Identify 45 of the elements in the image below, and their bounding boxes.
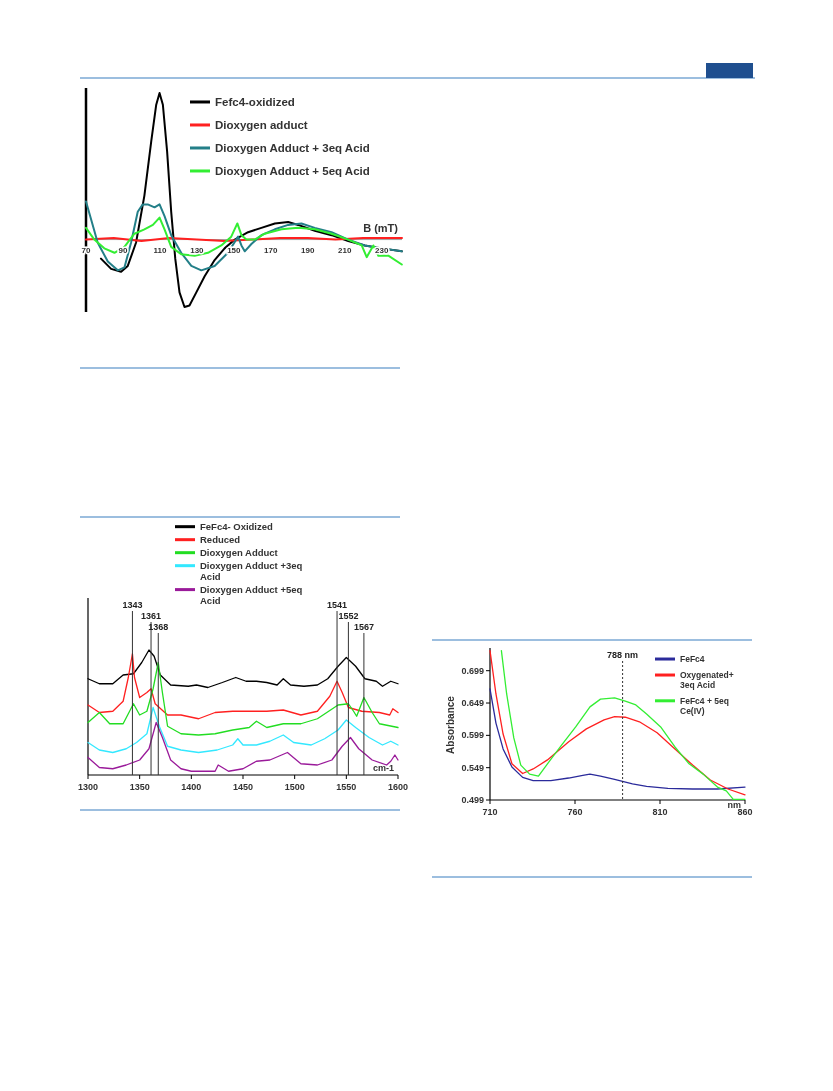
- legend-label: Reduced: [200, 534, 241, 545]
- legend-label: Dioxygen Adduct + 5eq Acid: [215, 165, 370, 177]
- x-tick-label: 810: [652, 807, 668, 817]
- x-tick-label: 1350: [129, 782, 150, 792]
- line-series: [489, 688, 746, 790]
- x-tick-label: 760: [567, 807, 583, 817]
- y-tick-label: 0.499: [461, 795, 484, 805]
- ref-line-label: 1552: [338, 611, 359, 621]
- y-tick-label: 0.549: [461, 762, 484, 773]
- x-tick-label: 1500: [284, 782, 305, 792]
- ref-line-label: 788 nm: [607, 650, 639, 660]
- x-tick-label: 1300: [77, 782, 99, 792]
- legend-label: Dioxygen adduct: [215, 119, 308, 131]
- y-tick-label: 0.699: [461, 665, 484, 676]
- legend-label: Dioxygen Adduct +3eq Acid: [200, 560, 303, 582]
- y-axis-title: Absorbance: [445, 695, 456, 754]
- legend-label: Oxygenated+ 3eq Acid: [680, 670, 734, 690]
- x-axis-title: B (mT): [363, 221, 399, 234]
- x-tick-label: 1600: [387, 782, 409, 792]
- x-tick-label: 110: [153, 245, 167, 255]
- x-axis-title: cm-1: [372, 763, 394, 773]
- ref-line-label: 1567: [353, 622, 374, 632]
- x-tick-label: 860: [737, 807, 753, 817]
- x-tick-label: 1400: [181, 782, 202, 792]
- y-tick-label: 0.649: [461, 698, 484, 709]
- legend-label: Dioxygen Adduct + 3eq Acid: [215, 142, 370, 154]
- x-tick-label: 190: [301, 245, 315, 255]
- x-tick-label: 170: [264, 245, 279, 255]
- legend-label: Dioxygen Adduct: [200, 547, 279, 558]
- legend-label: FeFc4 + 5eq Ce(IV): [680, 695, 729, 716]
- ref-line-label: 1541: [327, 600, 348, 610]
- ref-line-label: 1361: [141, 611, 162, 621]
- x-tick-label: 1550: [336, 782, 357, 792]
- legend-label: Fefc4-oxidized: [215, 96, 295, 108]
- legend-label: Dioxygen Adduct +5eq Acid: [200, 583, 303, 606]
- ref-line-label: 1368: [148, 622, 169, 632]
- x-tick-label: 130: [190, 245, 205, 255]
- x-tick-label: 710: [482, 807, 498, 817]
- legend-label: FeFc4- Oxidized: [200, 521, 274, 532]
- legend-label: FeFc4: [680, 654, 705, 664]
- x-axis-title: nm: [727, 800, 741, 810]
- x-tick-label: 210: [338, 245, 352, 255]
- x-tick-label: 1450: [232, 782, 254, 792]
- y-tick-label: 0.599: [461, 730, 484, 741]
- ref-line-label: 1343: [122, 600, 143, 610]
